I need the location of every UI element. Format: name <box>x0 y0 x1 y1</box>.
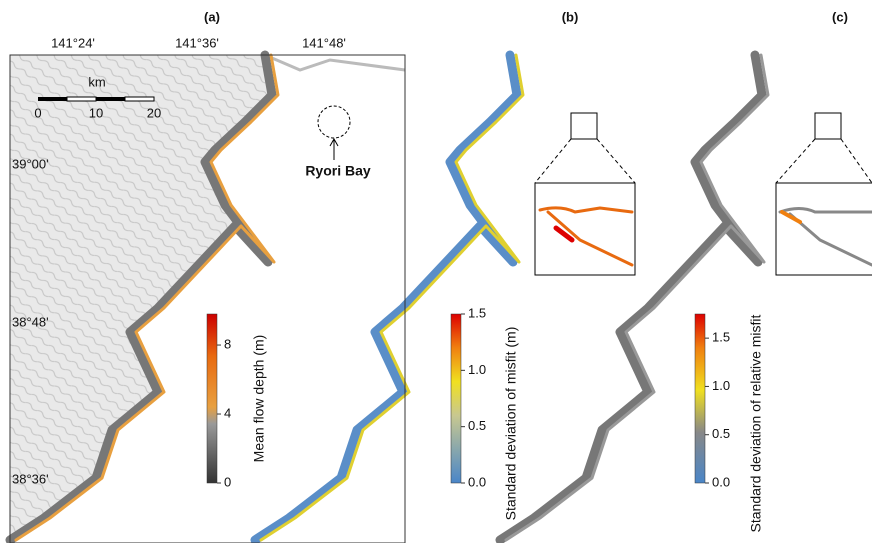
maps <box>10 55 768 543</box>
colorbar-tick-label: 8 <box>224 336 231 351</box>
colorbar <box>695 314 705 483</box>
lat-label: 38°48' <box>12 314 49 329</box>
colorbar <box>207 314 217 483</box>
colorbar-tick-label: 0 <box>224 474 231 489</box>
arrow <box>330 139 338 160</box>
colorbar-tick-label: 1.5 <box>712 330 730 345</box>
colorbar-tick-label: 1.0 <box>712 378 730 393</box>
scale-unit: km <box>88 74 105 89</box>
colorbar-tick-label: 1.5 <box>468 305 486 320</box>
colorbar-label: Standard deviation of relative misfit <box>748 314 764 532</box>
colorbar-tick-label: 0.5 <box>712 426 730 441</box>
coast-fill <box>255 55 517 540</box>
lon-label: 141°48' <box>302 35 346 50</box>
scale-label: 0 <box>34 105 41 120</box>
lat-label: 38°36' <box>12 471 49 486</box>
colorbar-tick-label: 1.0 <box>468 362 486 377</box>
bay-circle <box>318 106 350 138</box>
figure: km 0 10 20 Ryori Bay (a) (b) (c) 141°24'… <box>0 0 872 543</box>
lon-label: 141°36' <box>175 35 219 50</box>
lon-label: 141°24' <box>51 35 95 50</box>
scale-bar <box>38 97 154 101</box>
coast-fill <box>500 55 762 540</box>
colorbar <box>451 314 461 483</box>
colorbar-tick-label: 0.0 <box>712 474 730 489</box>
annotation: Ryori Bay <box>305 163 371 179</box>
panel-label: (c) <box>832 9 848 24</box>
panel-label: (b) <box>562 9 579 24</box>
colorbar-label: Standard deviation of misfit (m) <box>503 327 519 521</box>
scale-label: 20 <box>147 105 161 120</box>
colorbar-tick-label: 0.5 <box>468 418 486 433</box>
colorbar-tick-label: 4 <box>224 405 231 420</box>
scale-label: 10 <box>89 105 103 120</box>
land-edge <box>265 55 405 70</box>
colorbar-label: Mean flow depth (m) <box>251 335 267 463</box>
panel-label: (a) <box>204 9 220 24</box>
lat-label: 39°00' <box>12 156 49 171</box>
colorbar-tick-label: 0.0 <box>468 474 486 489</box>
